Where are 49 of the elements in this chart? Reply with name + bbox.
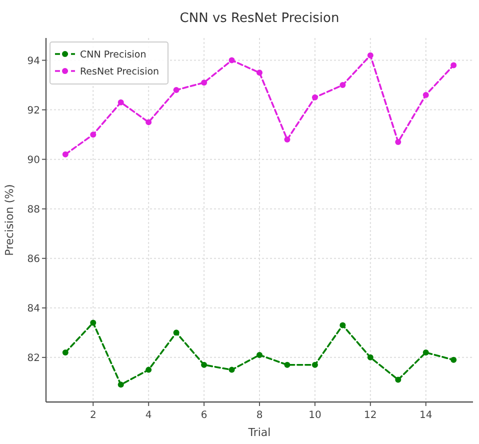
legend-label: ResNet Precision	[80, 66, 160, 78]
point	[256, 70, 262, 76]
point	[340, 82, 346, 88]
point	[284, 362, 290, 368]
y-tick-label: 84	[27, 303, 40, 314]
point	[173, 330, 180, 336]
point	[146, 366, 152, 373]
x-tick-label: 12	[364, 410, 377, 421]
chart-title: CNN vs ResNet Precision	[180, 11, 340, 26]
point	[201, 80, 208, 86]
y-tick-label: 86	[27, 254, 40, 265]
x-tick-label: 10	[308, 410, 322, 421]
point	[340, 322, 346, 328]
point	[284, 136, 290, 143]
point	[201, 362, 208, 368]
x-axis-title: Trial	[247, 426, 271, 439]
y-axis-title: Precision (%)	[3, 184, 16, 256]
point	[395, 376, 402, 383]
point	[90, 320, 96, 326]
y-tick-label: 92	[27, 105, 40, 116]
point	[422, 92, 429, 98]
point	[62, 349, 68, 356]
point	[395, 139, 402, 145]
legend-label: CNN Precision	[80, 50, 146, 60]
point	[312, 362, 318, 368]
point	[173, 87, 180, 93]
x-tick-label: 2	[90, 410, 96, 421]
point	[146, 119, 152, 126]
x-tick-label: 4	[145, 410, 152, 421]
point	[312, 94, 318, 100]
x-tick-label: 6	[200, 410, 208, 421]
y-tick-label: 94	[27, 56, 40, 67]
x-tick-label: 14	[419, 410, 432, 421]
point	[90, 132, 96, 138]
x-tick-label: 8	[256, 410, 263, 421]
point	[118, 99, 124, 106]
point	[422, 349, 429, 356]
point	[367, 354, 374, 360]
point	[228, 366, 235, 373]
point	[118, 382, 124, 388]
point	[256, 352, 262, 358]
point	[62, 151, 68, 158]
point	[450, 356, 457, 363]
y-tick-label: 82	[27, 352, 40, 364]
point	[228, 57, 235, 64]
y-tick-label: 90	[27, 154, 40, 166]
point	[367, 52, 374, 58]
y-tick-label: 88	[27, 204, 40, 216]
point	[450, 62, 457, 68]
